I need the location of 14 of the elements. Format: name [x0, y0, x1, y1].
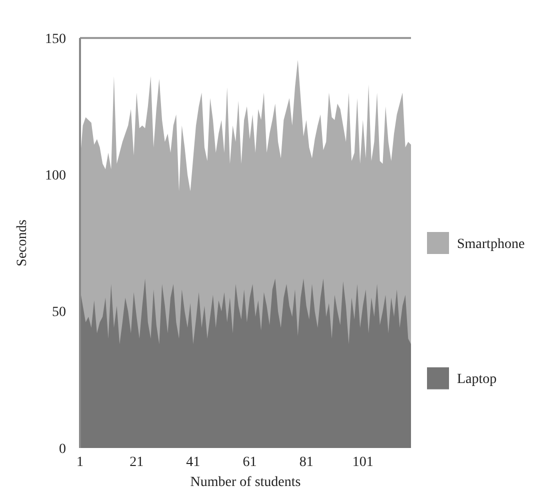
x-tick-label: 41 — [186, 455, 200, 470]
y-tick-label: 50 — [52, 305, 66, 320]
y-tick-label: 100 — [45, 168, 66, 184]
x-tick-label: 81 — [299, 455, 314, 470]
y-axis-title: Seconds — [15, 220, 30, 266]
x-tick-label: 21 — [130, 455, 144, 470]
x-tick-label: 101 — [352, 455, 374, 470]
y-tick-label: 150 — [45, 32, 66, 47]
x-tick-label: 61 — [242, 455, 257, 470]
y-tick-label: 0 — [59, 442, 66, 457]
legend-label: Laptop — [457, 372, 497, 388]
x-tick-label: 1 — [76, 455, 84, 470]
legend-label: Smartphone — [457, 236, 525, 252]
x-axis-title: Number of students — [190, 475, 301, 490]
